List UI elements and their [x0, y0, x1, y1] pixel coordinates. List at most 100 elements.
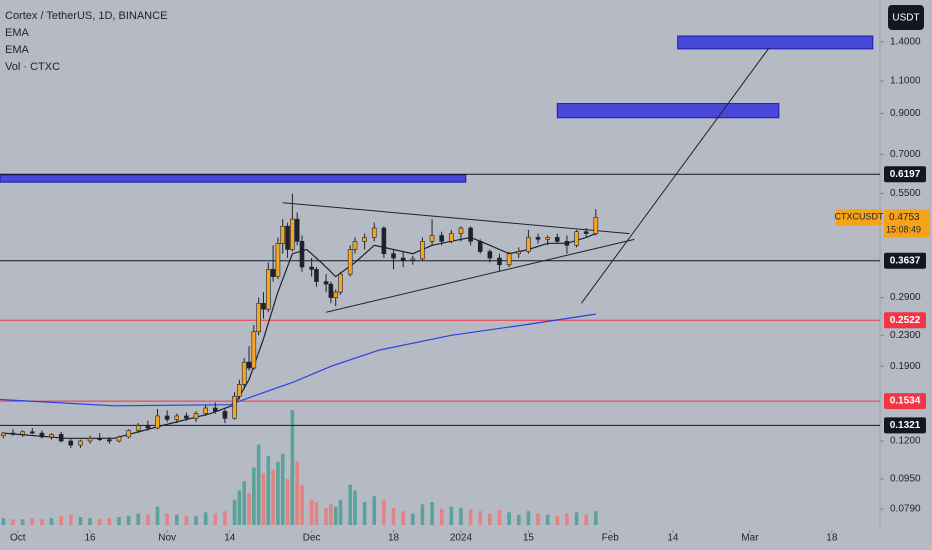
- candle-body: [338, 273, 343, 293]
- volume-bar: [49, 518, 54, 525]
- candle-body: [347, 249, 353, 275]
- candle-body: [429, 235, 435, 242]
- candle-body: [487, 251, 493, 259]
- candle-body: [381, 227, 387, 254]
- candle-body: [241, 361, 247, 385]
- candle-body: [174, 415, 180, 420]
- volume-bar: [555, 515, 560, 525]
- x-tick-label: 14: [667, 533, 679, 544]
- volume-bar: [584, 514, 588, 525]
- candle-body: [261, 303, 266, 310]
- candle-body: [328, 283, 334, 298]
- volume-bar: [20, 519, 25, 525]
- candle-body: [184, 415, 189, 419]
- volume-bar: [59, 515, 63, 525]
- y-tick-label: 1.1000: [890, 76, 921, 87]
- x-tick-label: 16: [85, 533, 97, 544]
- volume-bar: [300, 484, 304, 525]
- volume-bar: [252, 467, 256, 525]
- volume-bar: [213, 513, 218, 525]
- candle-body: [526, 237, 531, 252]
- candle-body: [29, 431, 35, 434]
- volume-bar: [410, 513, 415, 525]
- indicator-label: EMA: [5, 44, 30, 56]
- candle-body: [333, 291, 339, 298]
- zone-box: [0, 174, 467, 183]
- volume-bar: [126, 515, 131, 525]
- volume-bar: [184, 515, 189, 525]
- volume-bar: [507, 512, 511, 525]
- candle-body: [449, 233, 454, 242]
- zone-box: [677, 35, 874, 50]
- level-label-box: [884, 417, 926, 434]
- volume-bar: [449, 506, 454, 525]
- candle-body: [574, 231, 579, 246]
- ema-line: [0, 313, 596, 407]
- candle-body: [420, 241, 425, 260]
- currency-button[interactable]: [888, 5, 924, 30]
- candle-body: [145, 425, 151, 429]
- candle-body: [107, 439, 112, 442]
- x-tick-label: Mar: [741, 533, 759, 544]
- level-label-box: [884, 166, 926, 183]
- candle-body: [97, 438, 103, 440]
- price-box: [884, 209, 930, 238]
- candle-body: [164, 415, 170, 420]
- candle-body: [362, 237, 367, 242]
- volume-bar: [314, 502, 319, 525]
- volume-bar: [382, 499, 386, 525]
- candle-body: [251, 331, 257, 369]
- y-tick-label: 1.4000: [890, 36, 921, 47]
- currency-label[interactable]: USDT: [892, 13, 919, 24]
- price-label: 0.4753: [889, 212, 920, 223]
- candle-body: [49, 434, 54, 438]
- candle-body: [232, 395, 237, 419]
- volume-bar: [290, 410, 295, 525]
- volume-bar: [271, 469, 275, 525]
- x-tick-label: 14: [224, 533, 236, 544]
- countdown-label: 15:08:49: [886, 225, 921, 235]
- volume-bar: [478, 511, 483, 525]
- trend-line: [325, 238, 635, 313]
- candle-body: [458, 227, 464, 234]
- volume-bar: [280, 453, 285, 525]
- volume-bar: [333, 506, 338, 525]
- volume-bar: [372, 496, 377, 525]
- candle-body: [285, 225, 290, 250]
- volume-bar: [136, 513, 141, 525]
- candle-body: [68, 440, 74, 446]
- candle-body: [468, 227, 473, 242]
- candle-body: [203, 407, 208, 414]
- ema-line: [3, 233, 597, 439]
- y-tick-label: 0.7000: [890, 149, 921, 160]
- candle-body: [87, 438, 93, 442]
- candle-body: [583, 231, 589, 234]
- candle-body: [116, 436, 122, 442]
- candle-body: [477, 241, 483, 252]
- candle-body: [323, 281, 329, 285]
- volume-bar: [430, 502, 434, 525]
- volume-bar: [285, 479, 290, 525]
- volume-bar: [526, 511, 531, 525]
- candle-body: [309, 266, 314, 270]
- volume-bar: [256, 444, 261, 525]
- volume-bar: [30, 518, 35, 525]
- volume-bar: [232, 499, 237, 525]
- x-tick-label: Dec: [303, 533, 321, 544]
- zone-box: [556, 103, 780, 119]
- candle-body: [439, 235, 444, 242]
- volume-bar: [223, 511, 227, 525]
- volume-bar: [497, 510, 502, 525]
- volume-bar: [194, 515, 198, 525]
- volume-bar: [565, 513, 569, 525]
- level-label: 0.1534: [890, 396, 921, 407]
- volume-bar: [1, 518, 6, 525]
- volume-bar: [439, 508, 444, 525]
- candle-body: [126, 430, 131, 438]
- level-label: 0.3637: [890, 255, 921, 266]
- volume-bar: [11, 519, 15, 525]
- volume-bar: [69, 514, 73, 525]
